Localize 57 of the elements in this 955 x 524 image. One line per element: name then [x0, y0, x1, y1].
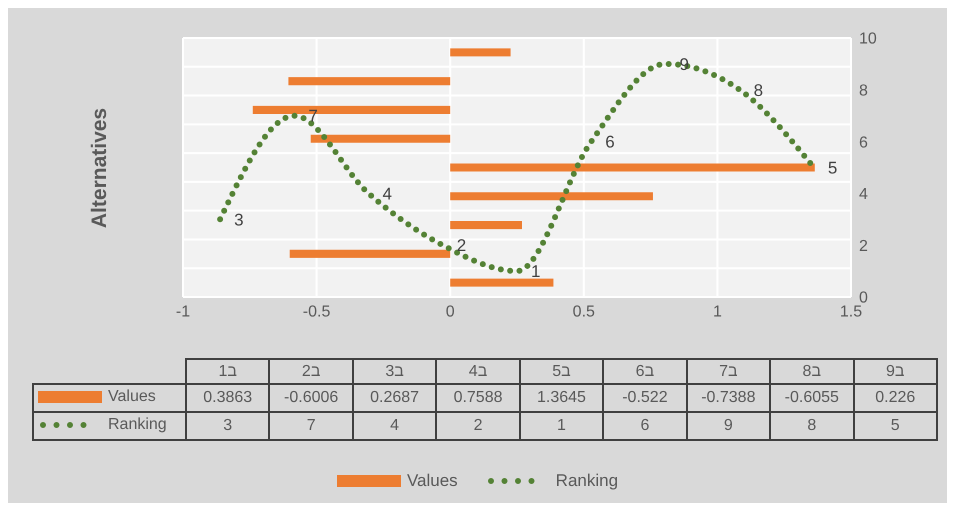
bar	[450, 278, 554, 287]
category-label: ב6	[603, 359, 687, 384]
legend-label: Values	[406, 471, 458, 491]
x-tick-label: 0	[446, 303, 455, 320]
data-label: 9	[679, 54, 689, 74]
data-label: 5	[828, 158, 838, 178]
data-label: 3	[186, 412, 270, 440]
data-label: -0.522	[603, 384, 687, 412]
bar	[288, 77, 450, 86]
data-label: 6	[605, 132, 615, 152]
data-label: 0.7588	[436, 384, 520, 412]
data-label: 8	[754, 80, 764, 100]
data-label: 3	[234, 210, 244, 230]
x-tick-label: 0.5	[572, 303, 596, 320]
data-label: 0.2687	[352, 384, 436, 412]
data-label: 4	[352, 412, 436, 440]
y-tick-label: 6	[859, 134, 868, 152]
bar	[450, 221, 522, 230]
data-label: 1	[520, 412, 604, 440]
data-label: 0.3863	[186, 384, 270, 412]
x-tick-label: -1	[176, 303, 190, 320]
category-label: ב9	[854, 359, 937, 384]
bar	[290, 250, 450, 258]
data-label: -0.7388	[686, 384, 770, 412]
bar	[450, 192, 653, 200]
y-tick-label: 8	[859, 82, 868, 100]
data-label: 4	[382, 184, 392, 204]
category-label: ב5	[520, 359, 604, 384]
bar	[450, 48, 511, 56]
x-tick-label: 1	[712, 303, 722, 320]
y-tick-label: 4	[859, 186, 868, 204]
x-tick-label: -0.5	[302, 303, 330, 320]
y-tick-label: 10	[859, 30, 877, 48]
data-label: 7	[269, 412, 353, 440]
data-label: 1	[531, 262, 540, 282]
legend-label: Ranking	[556, 471, 618, 491]
data-label: 1.3645	[520, 384, 604, 412]
data-label: 2	[436, 412, 520, 440]
category-label: ב1	[186, 359, 270, 384]
bar	[450, 163, 815, 172]
data-label: 9	[686, 412, 770, 440]
category-label: ב8	[770, 359, 854, 384]
data-label: 6	[603, 412, 687, 440]
y-axis-title: Alternatives	[88, 107, 112, 228]
bar	[310, 134, 450, 143]
data-label: 5	[854, 412, 937, 440]
data-label: 2	[456, 236, 466, 256]
data-label: 0.226	[854, 384, 937, 412]
y-tick-label: 2	[859, 238, 868, 255]
category-label: ב7	[686, 359, 770, 384]
legend-label: Ranking	[107, 416, 167, 434]
category-label: ב3	[352, 359, 436, 384]
data-label: -0.6055	[770, 384, 854, 412]
legend-label: Values	[107, 388, 156, 406]
category-label: ב4	[436, 359, 520, 384]
data-label: -0.6006	[269, 384, 353, 412]
category-label: ב2	[269, 359, 353, 384]
